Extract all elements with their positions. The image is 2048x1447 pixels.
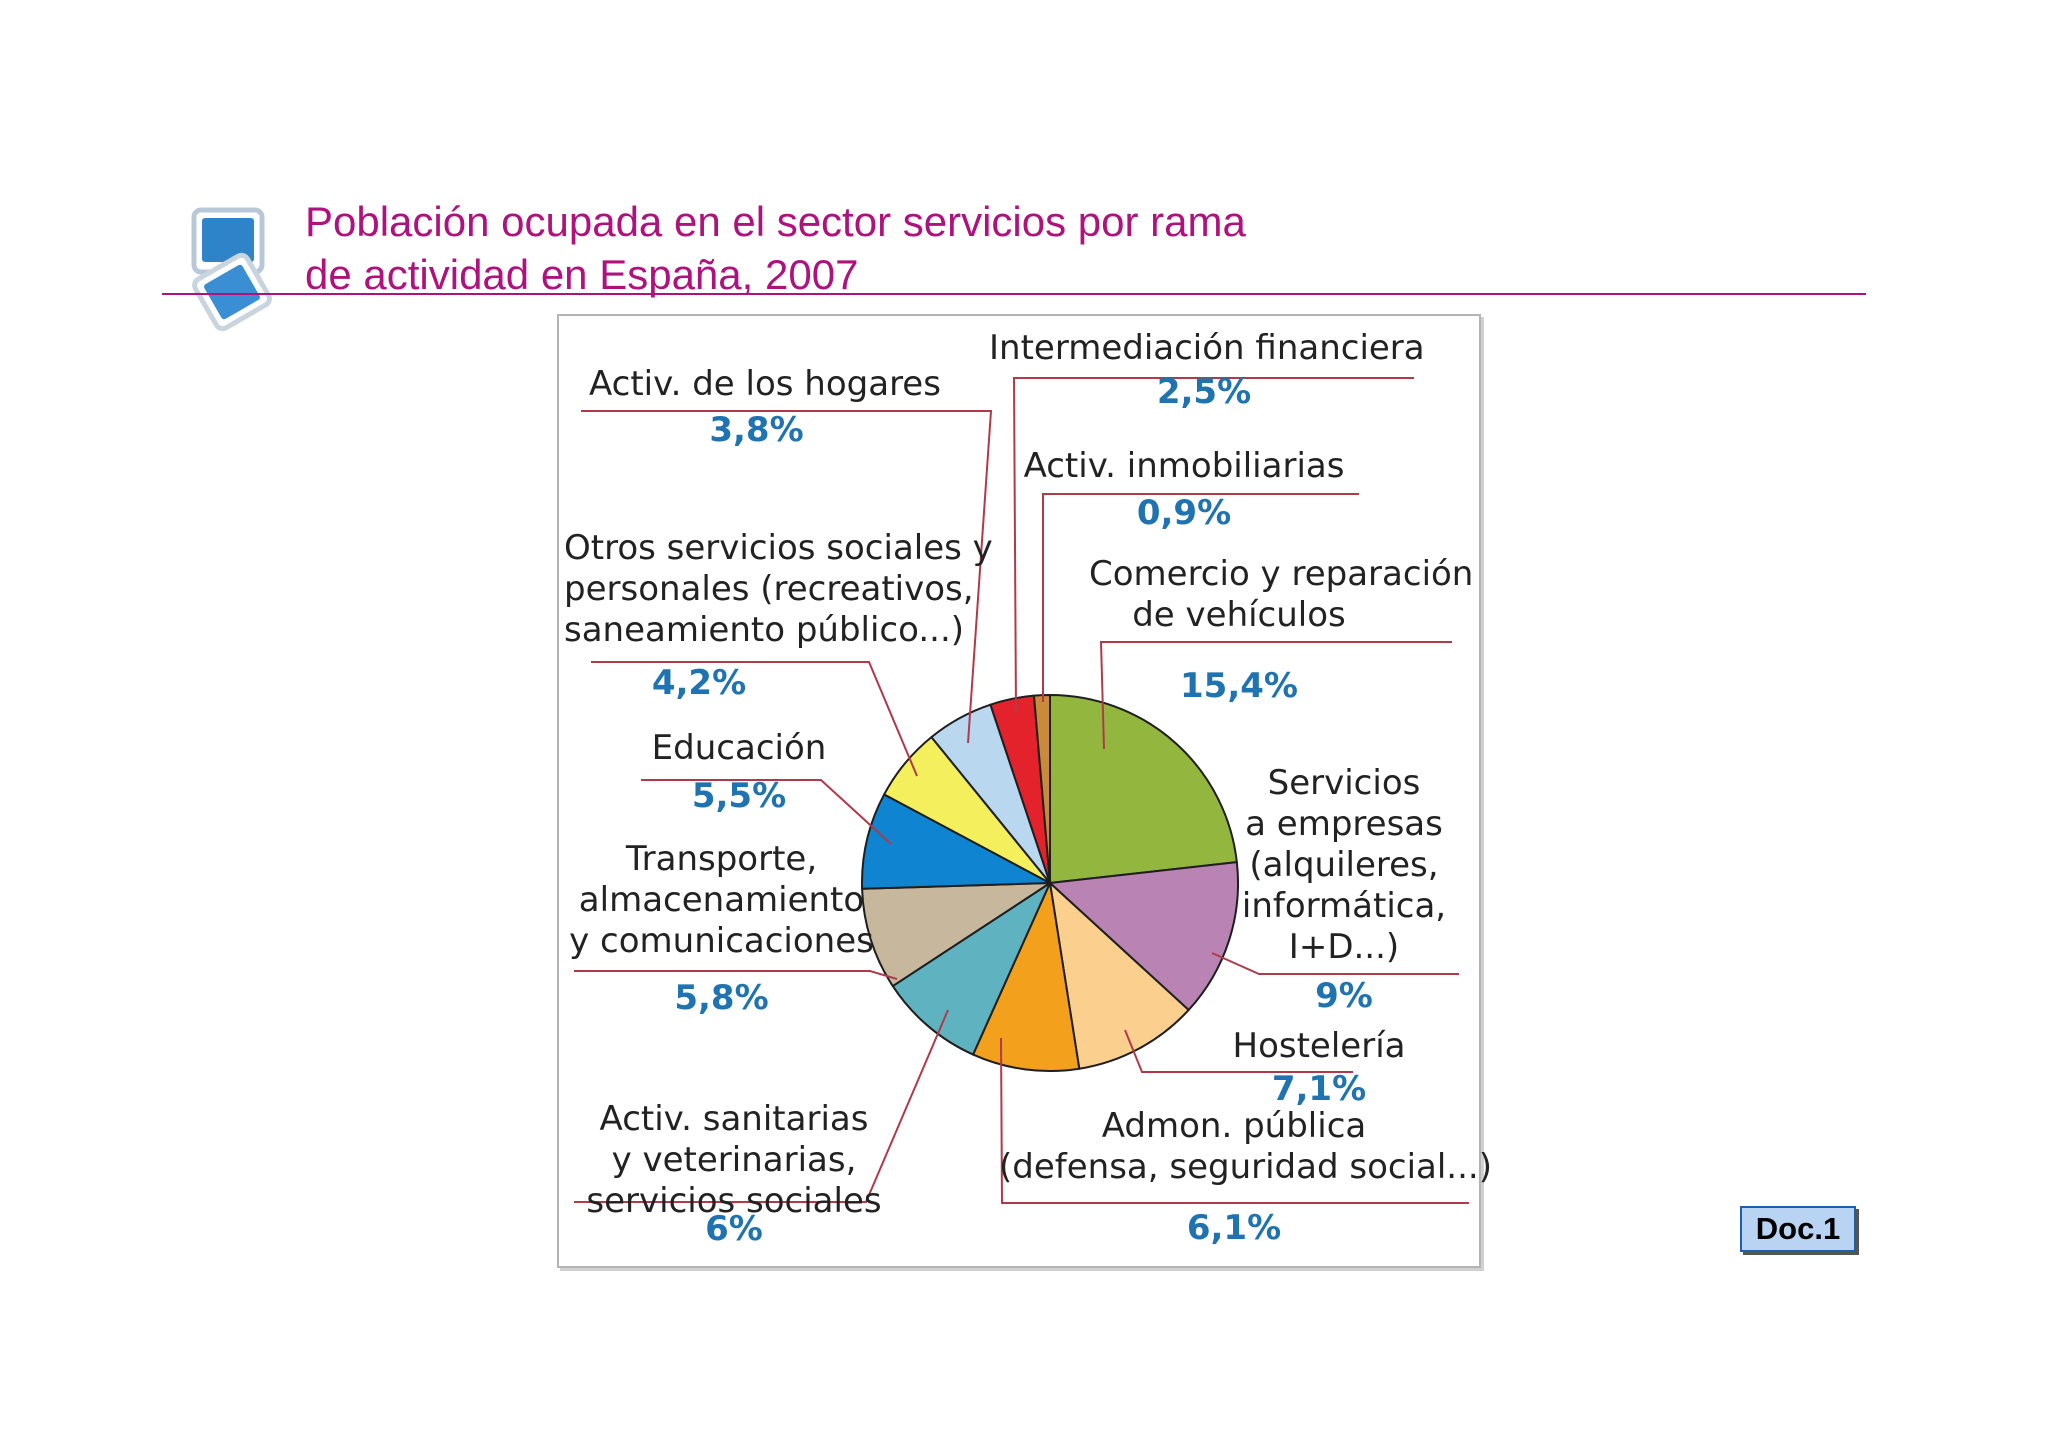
slice-label: Comercio y reparación de vehículos — [1089, 554, 1474, 635]
leader-line — [1211, 952, 1459, 975]
slice-label: Activ. inmobiliarias — [1023, 446, 1345, 486]
slice-label: Otros servicios sociales y personales (re… — [564, 528, 993, 650]
pie-slice — [891, 882, 1051, 1056]
pie-slice — [1049, 694, 1238, 884]
slice-label: Transporte, almacenamiento y comunicacione… — [569, 839, 874, 961]
slice-percentage: 5,5% — [691, 776, 787, 816]
slice-percentage: 6,1% — [1186, 1208, 1282, 1248]
pie-slice — [861, 793, 1051, 890]
leader-line — [574, 970, 898, 980]
leader-line — [641, 779, 892, 845]
leader-line — [591, 661, 918, 777]
slice-label: Intermediación financiera — [989, 328, 1425, 368]
slice-percentage: 7,1% — [1271, 1069, 1367, 1109]
pie-slice — [1049, 882, 1190, 1070]
slice-percentage: 2,5% — [1156, 372, 1252, 412]
slice-label: Activ. de los hogares — [589, 364, 941, 404]
pie-slice — [1032, 693, 1051, 884]
page-title: Población ocupada en el sector servicios… — [305, 195, 1505, 301]
leader-line — [1124, 1029, 1353, 1073]
slice-percentage: 5,8% — [674, 978, 769, 1018]
slice-percentage: 9% — [1315, 976, 1373, 1016]
slice-label: Servicios a empresas (alquileres, informáti… — [1241, 763, 1447, 967]
leader-line — [1099, 641, 1452, 750]
slice-percentage: 15,4% — [1180, 666, 1298, 706]
document-icon — [180, 200, 290, 340]
leader-line — [1012, 377, 1414, 714]
slice-percentage: 0,9% — [1136, 493, 1232, 533]
pie-chart — [574, 377, 1469, 1204]
slice-percentage: 6% — [705, 1209, 763, 1249]
leader-line — [581, 410, 993, 744]
pie-slice — [861, 882, 1051, 988]
doc-badge[interactable]: Doc.1 — [1740, 1206, 1856, 1252]
chart-frame: Comercio y reparación de vehículos 15,4% Se… — [557, 314, 1492, 1268]
leader-line — [1042, 493, 1359, 702]
leader-line — [574, 1009, 949, 1203]
title-line-1: Población ocupada en el sector servicios… — [305, 198, 1246, 245]
pie-slice — [972, 882, 1081, 1072]
slice-label: Admon. pública (defensa, seguridad social… — [999, 1106, 1492, 1187]
slice-label: Hostelería — [1232, 1026, 1406, 1066]
slice-percentage: 3,8% — [709, 410, 804, 450]
slice-label: Activ. sanitarias y veterinarias, servicio… — [586, 1099, 882, 1221]
pie-slice — [1049, 861, 1240, 1011]
title-underline — [162, 293, 1866, 295]
slice-label: Educación — [651, 728, 827, 768]
leader-line — [1000, 1037, 1469, 1204]
slice-percentage: 4,2% — [651, 663, 747, 703]
title-line-2: de actividad en España, 2007 — [305, 251, 859, 298]
